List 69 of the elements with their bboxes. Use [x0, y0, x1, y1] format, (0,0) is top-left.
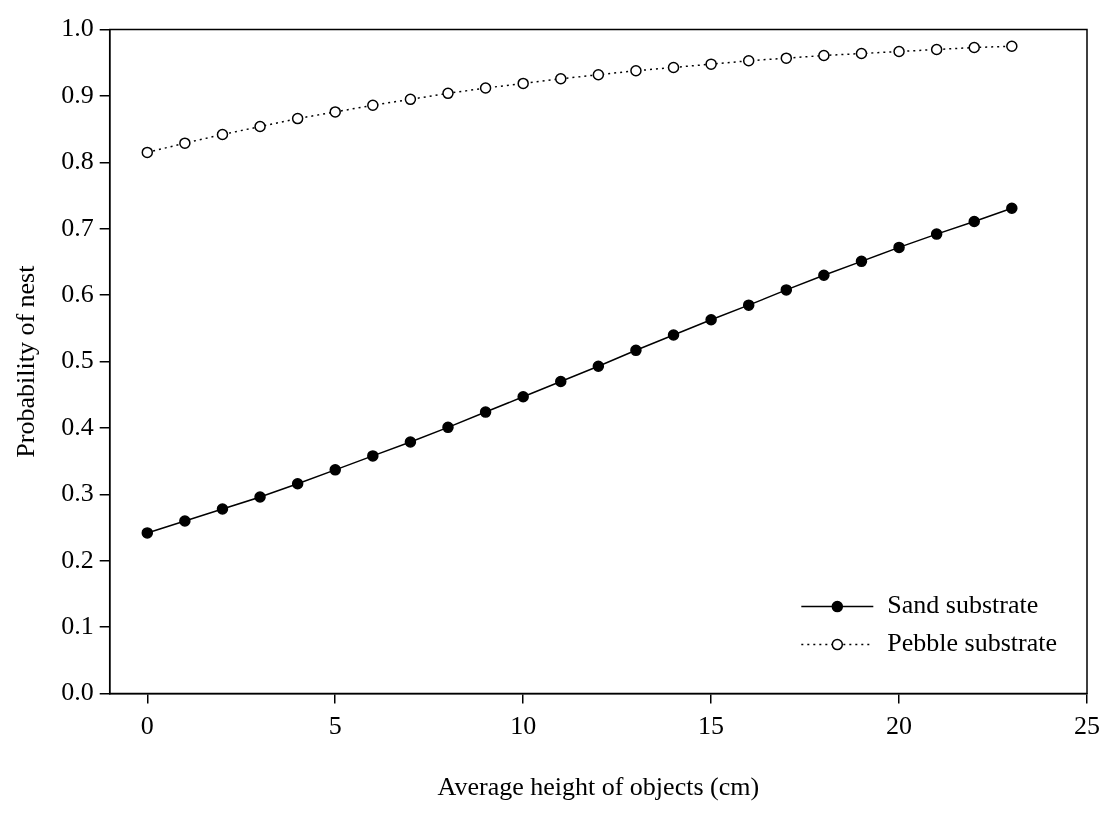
point [442, 421, 454, 434]
point [855, 47, 868, 60]
x-tick-label: 20 [886, 711, 913, 741]
y-tick-label: 0.9 [61, 79, 94, 109]
point [367, 99, 379, 112]
point [630, 65, 642, 77]
point [705, 314, 717, 326]
point [1006, 40, 1018, 52]
point [667, 329, 680, 341]
legend-label: Pebble substrate [887, 628, 1057, 658]
point [968, 41, 980, 54]
x-tick-label: 0 [140, 711, 154, 741]
point [404, 93, 417, 106]
point [216, 128, 229, 141]
point [291, 112, 304, 125]
point [555, 72, 567, 85]
point [930, 43, 943, 56]
y-axis-title: Probability of nest [11, 264, 41, 458]
point [329, 464, 341, 476]
y-tick-label: 0.1 [61, 611, 94, 641]
point [329, 106, 341, 118]
y-tick-label: 0.7 [61, 212, 94, 242]
point [818, 49, 830, 62]
point [254, 491, 266, 503]
y-tick-label: 0.5 [61, 345, 94, 375]
point [930, 228, 943, 240]
point [179, 515, 191, 527]
point [742, 299, 755, 311]
y-tick-label: 0.8 [61, 146, 94, 176]
point [667, 61, 680, 74]
y-tick-label: 0.2 [61, 544, 94, 574]
point [479, 82, 492, 94]
point [893, 45, 905, 58]
point [592, 360, 605, 372]
point [442, 87, 454, 100]
point [291, 478, 304, 490]
point [216, 503, 229, 515]
point [179, 137, 191, 149]
x-tick-label: 5 [328, 711, 342, 741]
point [630, 344, 642, 357]
legend-label: Sand substrate [887, 590, 1039, 620]
point [479, 406, 492, 418]
point [855, 255, 868, 268]
y-tick-label: 0.3 [61, 478, 94, 508]
x-tick-label: 15 [698, 711, 725, 741]
point [141, 527, 154, 539]
y-tick-label: 1.0 [61, 13, 94, 43]
point [404, 436, 417, 448]
point [555, 375, 567, 388]
point [893, 241, 905, 254]
point [780, 52, 793, 64]
point [705, 58, 717, 70]
point [592, 69, 605, 81]
x-axis-title: Average height of objects (cm) [437, 772, 760, 802]
point [254, 120, 266, 133]
x-tick-label: 10 [510, 711, 537, 741]
y-tick-label: 0.6 [61, 279, 94, 309]
point [141, 146, 154, 159]
y-tick-label: 0.4 [61, 411, 94, 441]
x-tick-label: 25 [1074, 711, 1100, 741]
y-tick-label: 0.0 [61, 677, 94, 707]
point [367, 450, 379, 462]
point [968, 215, 980, 228]
point [818, 269, 830, 282]
point [517, 77, 529, 90]
point [780, 284, 793, 296]
point [742, 55, 755, 67]
point [1006, 202, 1018, 214]
point [517, 391, 529, 403]
